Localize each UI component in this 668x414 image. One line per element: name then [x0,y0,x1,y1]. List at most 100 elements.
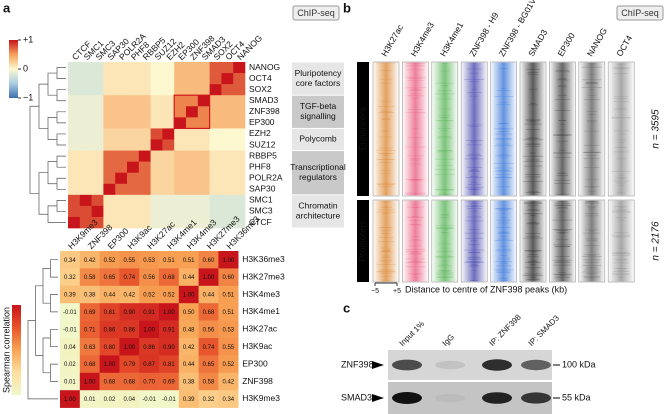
heatmap-cell [139,320,160,339]
heatmap-cell [115,84,128,96]
heatmap-cell [127,117,140,129]
cell-value: 0.38 [183,380,195,386]
heatmap-cell [103,62,116,74]
heatmap-cell [197,95,210,107]
cell-value: 1.00 [104,362,116,368]
heatmap-cell [60,285,81,304]
heatmap-cell [174,194,187,207]
cell-value: 0.48 [183,327,195,333]
heatmap-cell [139,338,160,356]
cell-value: 0.44 [203,293,215,299]
heatmap-cell [127,95,140,107]
cell-value: 0.63 [84,345,96,351]
heatmap-cell [159,303,180,321]
heatmap-cell [221,161,234,173]
heatmap-cell [68,161,81,173]
heatmap-cell [197,183,210,196]
group-label: Chromatin [298,201,337,211]
heatmap-cell [138,194,151,207]
heatmap-cell [162,205,175,218]
row-label: SMC3 [249,206,273,216]
heatmap-cell [79,106,92,118]
heatmap-cell [209,62,222,74]
cell-value: 0.42 [123,293,135,299]
heatmap-cell [138,128,151,140]
heatmap-cell [68,95,81,107]
row-label: H3K9ac [242,341,273,351]
heatmap-cell [119,372,140,391]
track-label: SMAD3 [526,28,549,59]
heatmap-cell [159,268,180,287]
heatmap-cell [197,106,210,118]
heatmap-cell [91,62,104,74]
heatmap-cell [174,128,187,140]
track-signal [549,62,575,196]
heatmap-cell [218,251,239,269]
track-label: EP300 [555,31,577,58]
heatmap-cell [119,338,140,356]
heatmap-cell [174,205,187,218]
heatmap-cell [218,355,239,374]
band [392,359,422,371]
heatmap-cell [138,106,151,118]
heatmap-cell [198,285,219,304]
dendrogram [35,285,43,356]
band [521,359,551,371]
heatmap-cell [127,150,140,162]
cell-value: 0.04 [64,345,76,351]
heatmap-cell [162,84,175,96]
dendrogram [56,133,66,146]
cell-value: 0.34 [222,397,234,403]
highlight-box [173,94,211,130]
row-label: PHF8 [249,161,271,171]
heatmap-cell [138,205,151,218]
heatmap-cell [115,194,128,207]
dendrogram [56,200,66,212]
panel-letter: a [3,0,11,15]
heatmap-cell [221,205,234,218]
heatmap-cell [218,320,239,339]
arrowhead [372,361,384,369]
heatmap-cell [79,84,92,96]
heatmap-cell [159,390,180,408]
heatmap-cell [91,95,104,107]
group-label: core factors [296,78,340,88]
heatmap-cell [233,117,246,129]
heatmap-cell [159,355,180,374]
dendrogram [50,328,58,348]
heatmap-cell [197,73,210,85]
heatmap-cell [91,84,104,96]
heatmap-cell [233,84,246,96]
track-label: H3K27ac [379,22,406,58]
cell-value: 0.60 [203,258,215,264]
heatmap-cell [139,303,160,321]
heatmap-cell [115,205,128,218]
track-signal [461,200,487,282]
heatmap-cell [91,161,104,173]
heatmap-cell [209,194,222,207]
cell-value: 0.50 [183,310,195,316]
heatmap-cell [127,172,140,185]
cell-value: 0.68 [203,310,215,316]
row-label: H3K27ac [242,324,278,334]
heatmap-cell [91,216,104,229]
dendrogram [29,105,39,194]
heatmap-cell [221,106,234,118]
heatmap-cell [178,251,199,269]
arrowhead [372,394,384,402]
cell-value: 0.51 [163,258,175,264]
heatmap-cell [60,320,81,339]
cell-value: 0.71 [84,327,96,333]
heatmap-cell [150,117,163,129]
heatmap-cell [197,128,210,140]
track-label: H3K4me3 [408,20,436,58]
heatmap-cell [115,150,128,162]
cell-value: 1.00 [84,380,96,386]
heatmap-cell [91,117,104,129]
cell-value: 0.90 [163,345,175,351]
heatmap-cell [115,106,128,118]
row-label: OCT4 [249,73,272,83]
heatmap-cell [174,95,187,107]
heatmap-cell [79,62,92,74]
row-label: ZNF398 [242,376,273,386]
